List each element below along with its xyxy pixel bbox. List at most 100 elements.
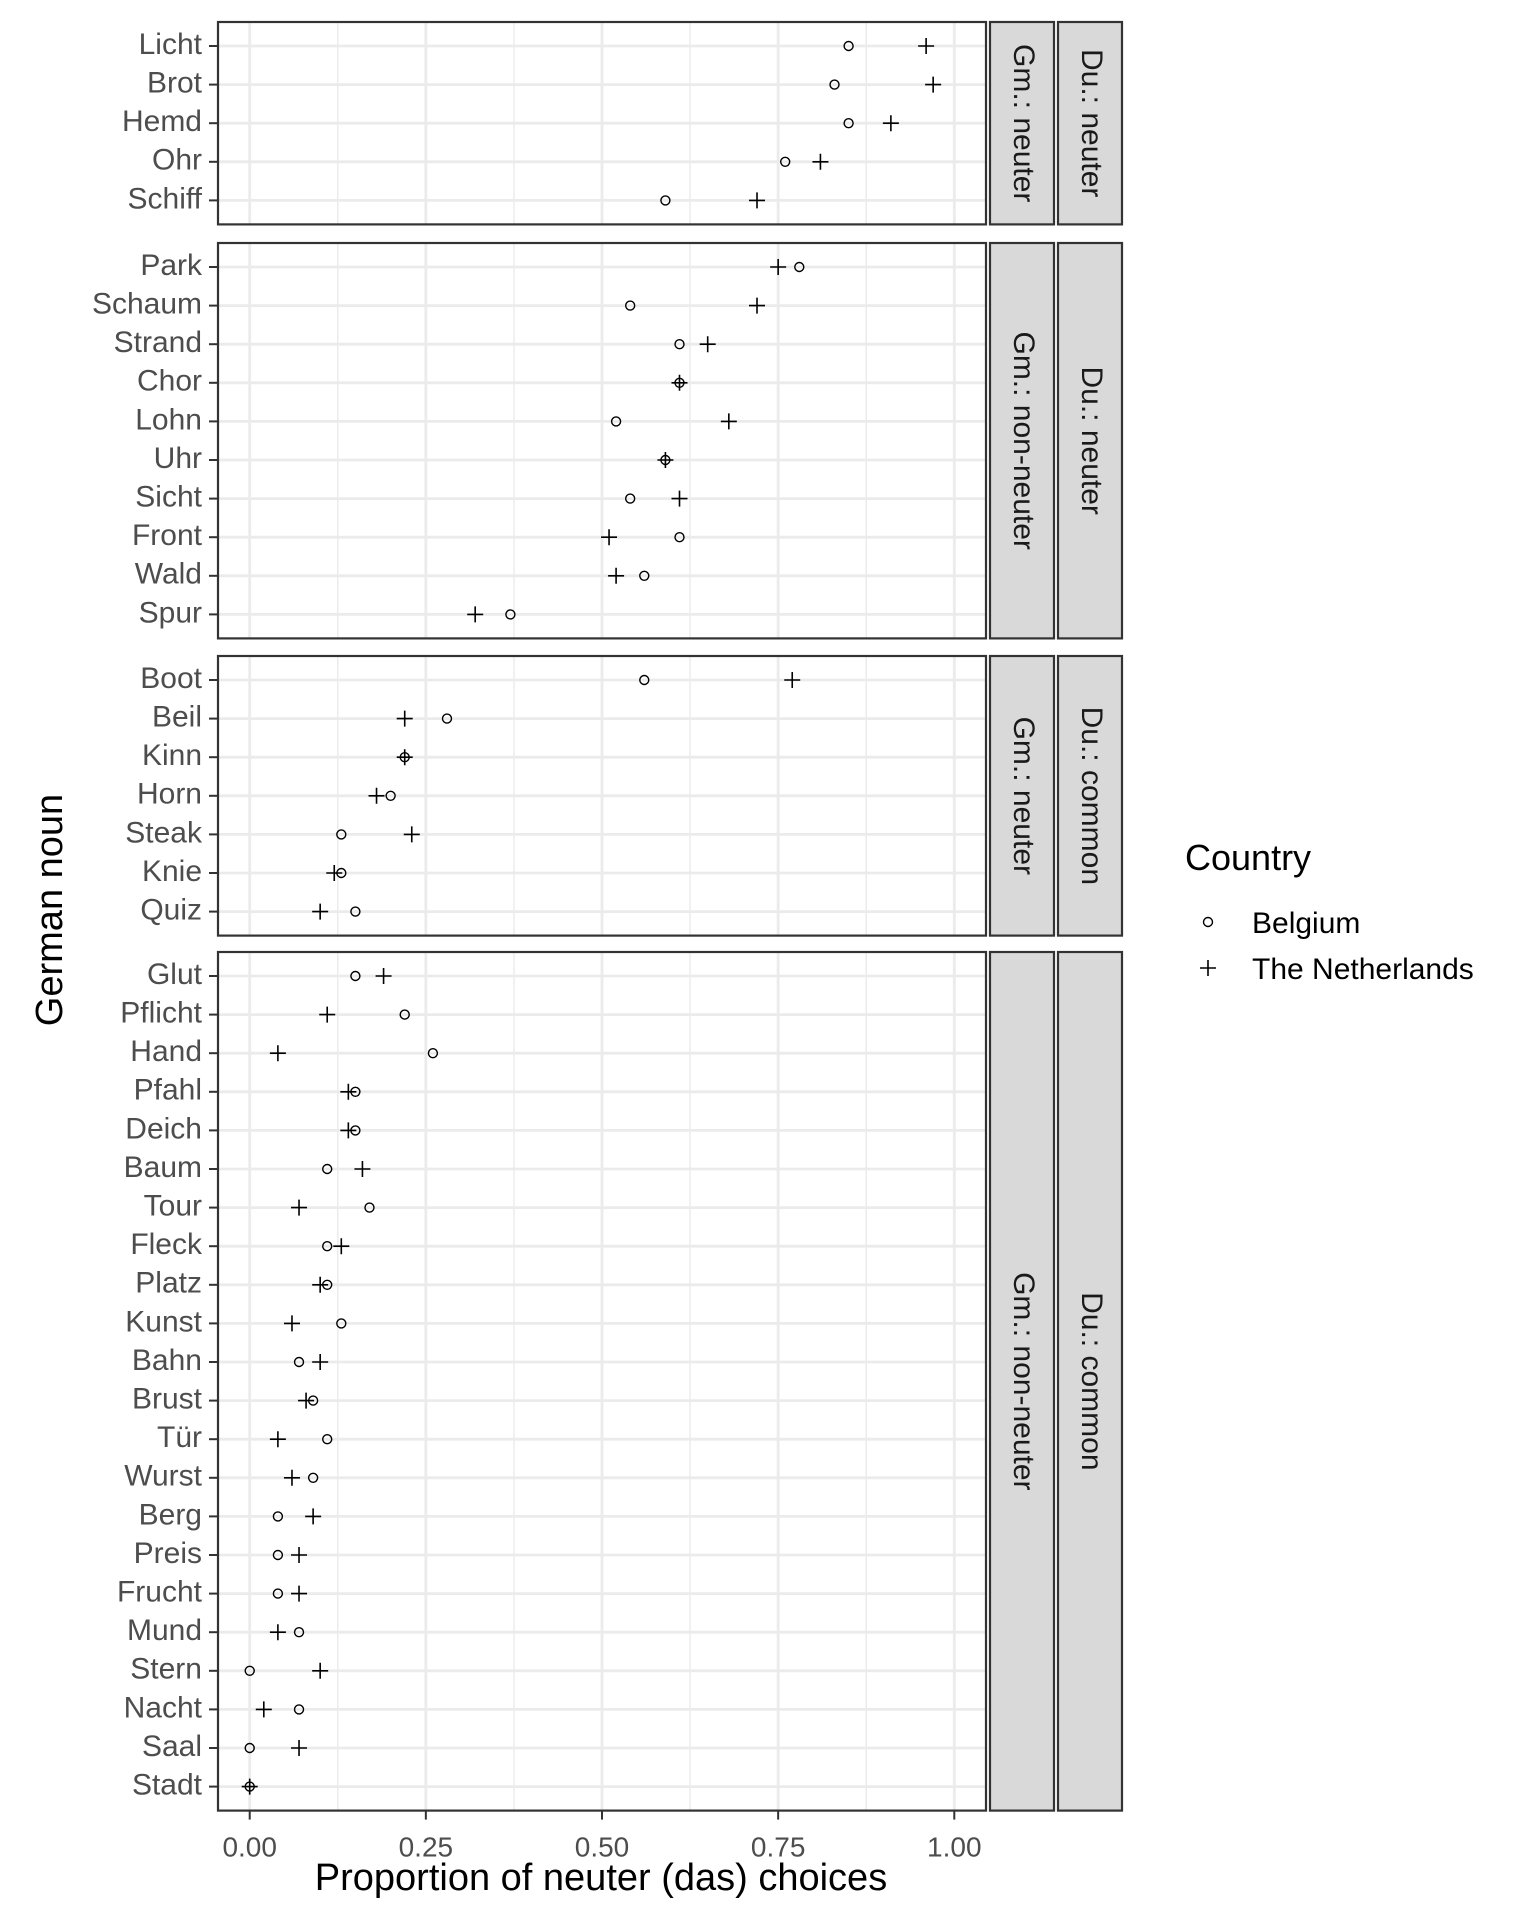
- point-netherlands-strand: [699, 336, 716, 353]
- y-tick-label-nacht: Nacht: [124, 1691, 203, 1724]
- panel-border: [216, 241, 988, 640]
- y-tick-label-saal: Saal: [142, 1730, 202, 1763]
- point-netherlands-ohr: [812, 153, 829, 170]
- point-netherlands-front: [601, 529, 618, 546]
- y-tick-label-mund: Mund: [127, 1614, 202, 1647]
- y-tick-label-licht: Licht: [139, 28, 203, 61]
- point-netherlands-nacht: [255, 1701, 272, 1718]
- y-tick-label-beil: Beil: [152, 701, 202, 734]
- point-netherlands-kunst: [283, 1315, 300, 1332]
- y-tick-label-ohr: Ohr: [152, 144, 202, 177]
- point-belgium-strand: [674, 339, 685, 350]
- y-tick-label-frucht: Frucht: [117, 1576, 203, 1609]
- point-belgium-nacht: [293, 1704, 305, 1715]
- strip-inner-label: Gm.: non-neuter: [1007, 331, 1040, 549]
- point-belgium-wurst: [307, 1472, 319, 1484]
- point-belgium-boot: [639, 674, 650, 686]
- strip-outer-background: [1056, 241, 1124, 640]
- point-belgium-park: [794, 261, 805, 273]
- point-belgium-ohr: [779, 156, 791, 168]
- y-tick-label-schaum: Schaum: [92, 288, 202, 321]
- y-tick-label-quiz: Quiz: [140, 894, 202, 927]
- y-tick-label-fleck: Fleck: [130, 1228, 203, 1261]
- y-tick-label-uhr: Uhr: [154, 442, 202, 475]
- y-tick-label-berg: Berg: [139, 1498, 202, 1531]
- point-netherlands-brust: [298, 1392, 315, 1409]
- x-axis-title: Proportion of neuter (das) choices: [315, 1857, 887, 1899]
- point-netherlands-platz: [312, 1276, 329, 1293]
- y-tick-label-deich: Deich: [125, 1112, 202, 1145]
- point-netherlands-sicht: [671, 490, 688, 507]
- panel-2: Park Schaum Strand Chor Lohn Uhr Sicht Front Wal…: [92, 241, 1124, 640]
- strip-outer-label: Du.: neuter: [1075, 49, 1108, 197]
- point-netherlands-saal: [291, 1740, 308, 1756]
- y-tick-label-tour: Tour: [144, 1190, 202, 1223]
- y-tick-label-wald: Wald: [135, 558, 202, 591]
- point-belgium-lohn: [610, 416, 622, 427]
- y-tick-label-horn: Horn: [137, 778, 202, 811]
- x-tick-label: 0.50: [575, 1832, 630, 1863]
- point-belgium-tür: [322, 1433, 333, 1445]
- x-tick-label: 0.25: [399, 1832, 454, 1863]
- y-tick-label-pfahl: Pfahl: [134, 1074, 202, 1107]
- y-tick-label-brot: Brot: [147, 67, 203, 100]
- point-belgium-baum: [322, 1163, 333, 1175]
- point-belgium-spur: [505, 609, 516, 620]
- strip-outer-background: [1056, 20, 1124, 226]
- point-belgium-hand: [427, 1047, 439, 1059]
- point-belgium-wald: [639, 570, 650, 581]
- y-tick-label-kunst: Kunst: [125, 1305, 202, 1338]
- y-tick-label-chor: Chor: [137, 365, 202, 398]
- point-belgium-pflicht: [399, 1009, 410, 1020]
- strip-outer-background: [1056, 950, 1124, 1812]
- point-belgium-front: [674, 532, 685, 543]
- strip-inner-background: [988, 241, 1056, 640]
- y-tick-label-spur: Spur: [139, 596, 202, 629]
- x-tick-label: 0.75: [751, 1832, 806, 1863]
- y-tick-label-sicht: Sicht: [135, 481, 202, 514]
- y-tick-label-front: Front: [132, 519, 203, 552]
- x-tick-label: 0.00: [222, 1832, 277, 1863]
- legend-label-belgium: Belgium: [1252, 907, 1360, 940]
- legend-key-belgium: [1202, 916, 1214, 928]
- point-belgium-stern: [244, 1665, 255, 1677]
- point-netherlands-tour: [291, 1199, 308, 1216]
- legend-label-netherlands: The Netherlands: [1252, 953, 1474, 986]
- point-belgium-frucht: [272, 1588, 284, 1599]
- y-axis-title: German noun: [29, 794, 71, 1026]
- point-belgium-sicht: [624, 493, 636, 504]
- point-belgium-schaum: [624, 300, 636, 311]
- panels-layer: Licht Brot Hemd Ohr Schiff Gm.: neuter Du.: ne…: [92, 20, 1124, 1812]
- point-belgium-hemd: [843, 117, 854, 129]
- point-netherlands-chor: [671, 374, 688, 391]
- y-tick-label-stadt: Stadt: [132, 1769, 203, 1802]
- point-netherlands-hemd: [882, 115, 899, 132]
- point-netherlands-knie: [326, 865, 343, 881]
- point-belgium-glut: [350, 970, 361, 982]
- point-netherlands-lohn: [720, 413, 737, 430]
- point-belgium-schiff: [660, 195, 671, 206]
- strip-inner-label: Gm.: non-neuter: [1007, 1272, 1040, 1490]
- panel-border: [216, 654, 988, 937]
- point-netherlands-wald: [608, 567, 625, 584]
- panel-3: Boot Beil Kinn Horn Steak Knie Quiz Gm.: neuter…: [125, 654, 1124, 937]
- point-netherlands-brot: [925, 76, 942, 93]
- point-netherlands-beil: [396, 710, 413, 727]
- point-netherlands-wurst: [283, 1469, 300, 1486]
- point-netherlands-preis: [291, 1547, 308, 1563]
- strip-outer-label: Du.: common: [1075, 707, 1108, 885]
- point-netherlands-kinn: [396, 749, 413, 766]
- y-tick-label-hand: Hand: [130, 1035, 202, 1068]
- point-belgium-tour: [364, 1202, 375, 1213]
- point-netherlands-tür: [269, 1431, 286, 1448]
- strip-inner-label: Gm.: neuter: [1007, 44, 1040, 202]
- point-belgium-preis: [272, 1549, 284, 1561]
- x-tick-label: 1.00: [927, 1832, 982, 1863]
- point-belgium-beil: [441, 713, 453, 724]
- y-tick-label-schiff: Schiff: [128, 182, 203, 215]
- strip-outer-label: Du.: common: [1075, 1292, 1108, 1470]
- point-netherlands-deich: [340, 1122, 357, 1139]
- y-tick-label-park: Park: [140, 249, 203, 282]
- point-belgium-horn: [385, 790, 396, 801]
